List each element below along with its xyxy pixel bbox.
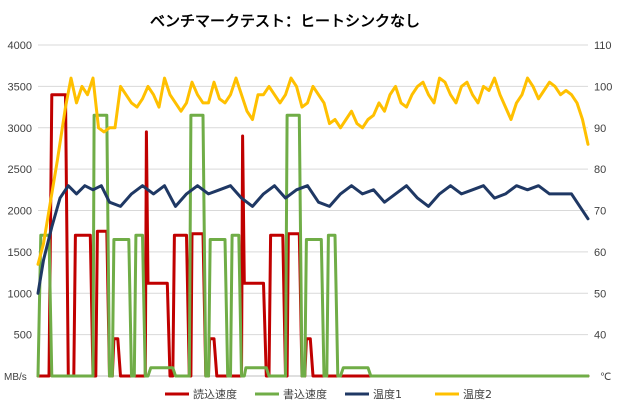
right-tick-label: 50 [594,288,606,300]
legend-label: 温度1 [373,387,402,401]
legend-label: 書込速度 [283,387,327,401]
left-tick-label: 1500 [8,247,32,259]
series-line-温度2 [36,76,590,266]
right-tick-label: 80 [594,164,606,176]
left-tick-label: 2500 [8,164,32,176]
chart-title: ベンチマークテスト：ヒートシンクなし [150,12,420,30]
right-tick-label: 40 [594,330,606,342]
left-tick-label: 3000 [8,123,32,135]
series-line-温度1 [36,184,590,295]
legend-label: 読込速度 [193,387,237,401]
right-tick-label: 110 [594,40,612,52]
left-tick-label: 1000 [8,288,32,300]
left-tick-label: 500 [14,330,32,342]
series-layer [36,76,590,378]
right-tick-label: 70 [594,206,606,218]
right-tick-label: 100 [594,81,612,93]
right-tick-label: 90 [594,123,606,135]
legend: 読込速度 書込速度 温度1 温度2 [165,387,492,401]
right-tick-label: 60 [594,247,606,259]
series-line-読込速度 [36,93,590,378]
series-line-書込速度 [36,113,590,378]
right-axis-ticks: 110 100 90 80 70 60 50 40 [594,40,612,342]
right-axis-unit: ℃ [600,372,611,383]
left-tick-label: 3500 [8,81,32,93]
legend-label: 温度2 [463,387,492,401]
left-tick-label: 4000 [8,40,32,52]
left-tick-label: 2000 [8,206,32,218]
left-axis-ticks: 4000 3500 3000 2500 2000 1500 1000 500 [8,40,32,342]
left-axis-unit: MB/s [4,372,27,383]
